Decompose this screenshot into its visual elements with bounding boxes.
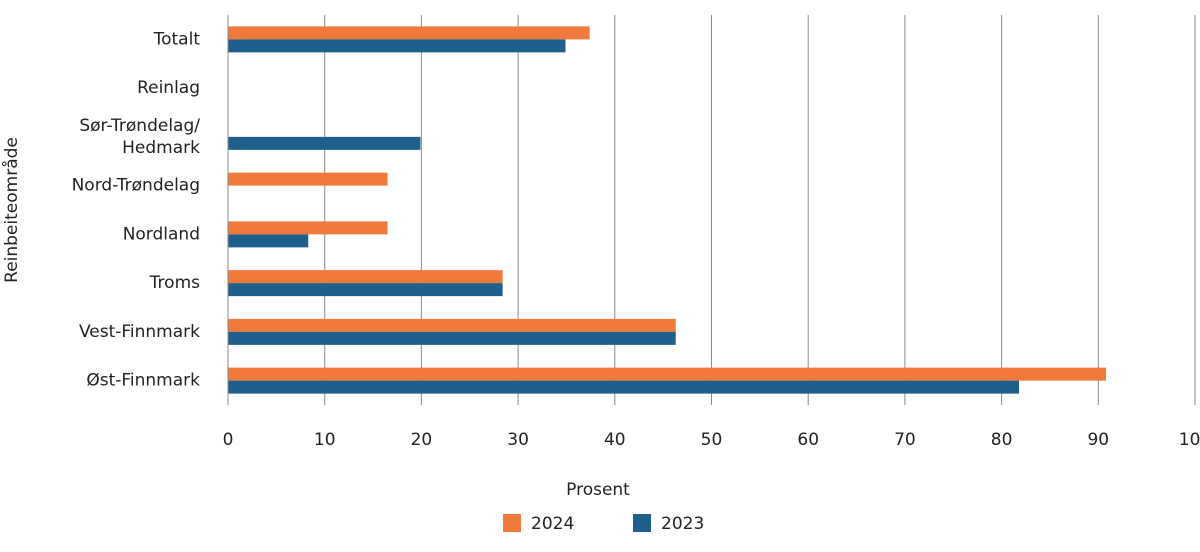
x-tick-label: 30	[507, 430, 529, 450]
x-tick-label: 0	[223, 430, 234, 450]
legend-label: 2023	[661, 514, 704, 534]
x-tick-label: 90	[1087, 430, 1109, 450]
x-tick-label: 10	[314, 430, 336, 450]
x-tick-label: 70	[894, 430, 916, 450]
y-tick-label: Totalt	[153, 29, 201, 49]
bar	[228, 318, 676, 332]
y-tick-label: Troms	[149, 273, 200, 293]
bar	[228, 136, 421, 150]
bar	[228, 26, 590, 40]
legend-label: 2024	[531, 514, 574, 534]
x-tick-label: 40	[604, 430, 626, 450]
bar	[228, 367, 1107, 381]
bar	[228, 234, 309, 248]
x-tick-label: 60	[797, 430, 819, 450]
bar	[228, 331, 676, 345]
y-tick-label: Sør-Trøndelag/Hedmark	[79, 116, 200, 158]
y-tick-label: Nordland	[123, 224, 200, 244]
bar	[228, 380, 1020, 394]
bar	[228, 270, 503, 284]
bar	[228, 172, 388, 186]
y-tick-label: Øst-Finnmark	[86, 371, 200, 391]
x-tick-label: 100	[1179, 430, 1200, 450]
legend-swatch	[633, 514, 651, 532]
y-tick-label: Nord-Trøndelag	[72, 176, 200, 196]
legend-swatch	[503, 514, 521, 532]
y-tick-label: Vest-Finnmark	[79, 322, 200, 342]
bar	[228, 39, 566, 53]
bar	[228, 283, 503, 297]
bar	[228, 221, 388, 235]
x-tick-label: 80	[991, 430, 1013, 450]
x-axis-title: Prosent	[566, 480, 630, 500]
x-tick-label: 50	[701, 430, 723, 450]
x-tick-label: 20	[411, 430, 433, 450]
y-tick-label: Reinlag	[137, 78, 200, 98]
y-axis-title: Reinbeiteområde	[1, 137, 22, 283]
